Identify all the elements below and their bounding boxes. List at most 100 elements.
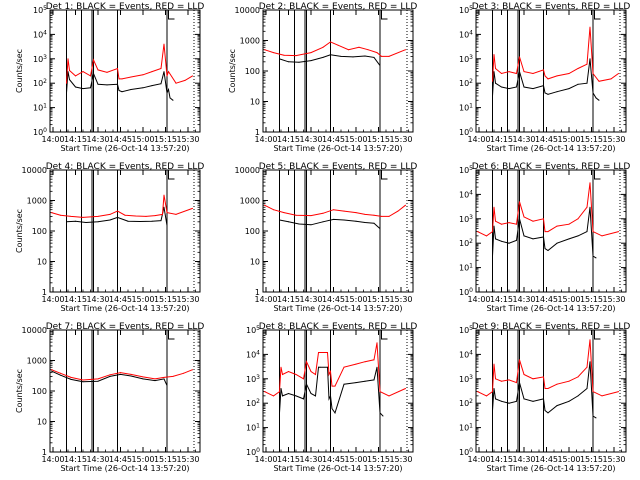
- x-tick-label: 15:30: [176, 455, 199, 464]
- x-tick-label: 14:00: [254, 135, 277, 144]
- x-tick-label: 15:15: [154, 455, 177, 464]
- data-point-lld: [120, 372, 121, 374]
- data-point-events: [295, 395, 297, 397]
- bracket-marker: [168, 330, 175, 340]
- data-point-events: [97, 380, 99, 382]
- data-point-lld: [82, 71, 84, 73]
- data-point-lld: [601, 395, 603, 397]
- data-point-events: [343, 383, 345, 385]
- data-point-lld: [388, 55, 390, 57]
- data-point-lld: [343, 210, 345, 212]
- y-tick-label: 100: [32, 227, 47, 236]
- data-point-events: [333, 218, 334, 220]
- data-point-lld: [124, 214, 126, 216]
- data-point-lld: [586, 366, 588, 368]
- chart-title: Det 8: BLACK = Events, RED = LLD: [259, 322, 418, 332]
- data-point-lld: [192, 75, 193, 77]
- series-line-lld: [477, 339, 619, 397]
- data-point-lld: [327, 352, 328, 353]
- x-tick-label: 14:00: [467, 135, 490, 144]
- data-point-events: [376, 366, 378, 368]
- x-axis-label: Start Time (26-Oct-14 13:57:20): [60, 304, 189, 313]
- x-tick-label: 15:30: [602, 455, 625, 464]
- data-point-lld: [379, 391, 381, 393]
- data-point-events: [288, 221, 289, 223]
- data-point-events: [160, 220, 162, 222]
- series-line-lld: [51, 195, 193, 218]
- data-point-lld: [519, 359, 520, 361]
- series-line-events: [51, 370, 168, 386]
- data-point-lld: [82, 379, 84, 381]
- data-point-events: [519, 71, 520, 73]
- plot-data: [51, 330, 195, 452]
- data-point-lld: [348, 49, 349, 51]
- data-point-events: [330, 54, 331, 56]
- data-point-lld: [273, 209, 274, 211]
- x-tick-label: 14:45: [109, 135, 132, 144]
- data-point-events: [318, 366, 319, 368]
- plot-frame: [49, 329, 201, 453]
- data-point-events: [355, 220, 357, 222]
- data-point-events: [589, 58, 591, 60]
- y-tick-label: 105: [459, 165, 473, 175]
- x-axis-label: Start Time (26-Oct-14 13:57:20): [273, 144, 402, 153]
- data-point-lld: [310, 371, 312, 372]
- x-tick-label: 14:45: [535, 455, 558, 464]
- data-point-events: [577, 395, 579, 397]
- data-point-events: [130, 375, 132, 377]
- x-tick-label: 15:00: [557, 295, 580, 304]
- data-point-events: [577, 235, 579, 237]
- data-point-lld: [618, 231, 619, 233]
- series-line-events: [492, 58, 600, 101]
- data-point-events: [166, 225, 168, 227]
- data-point-events: [586, 388, 588, 389]
- data-point-events: [516, 239, 517, 241]
- data-point-events: [340, 55, 342, 57]
- data-point-events: [508, 88, 510, 90]
- data-point-events: [151, 220, 153, 222]
- data-point-lld: [310, 52, 312, 54]
- data-point-events: [543, 85, 544, 87]
- data-point-events: [142, 378, 144, 380]
- data-point-lld: [192, 369, 193, 371]
- data-point-lld: [544, 388, 546, 389]
- data-point-events: [595, 417, 597, 419]
- data-point-events: [82, 381, 84, 383]
- data-point-lld: [70, 376, 72, 378]
- data-point-lld: [586, 63, 588, 65]
- y-tick-label: 1: [42, 288, 47, 297]
- data-point-lld: [477, 391, 478, 393]
- y-tick-label: 1: [255, 128, 260, 137]
- data-point-events: [298, 61, 300, 63]
- data-point-events: [310, 393, 312, 394]
- data-point-lld: [51, 212, 52, 214]
- data-point-lld: [166, 75, 168, 77]
- data-point-lld: [493, 363, 495, 365]
- data-point-events: [492, 410, 493, 411]
- x-tick-label: 15:30: [389, 295, 412, 304]
- data-point-lld: [109, 374, 111, 376]
- data-point-events: [60, 374, 61, 376]
- chart-title: Det 2: BLACK = Events, RED = LLD: [259, 2, 418, 12]
- y-tick-label: 100: [33, 127, 47, 137]
- data-point-lld: [495, 378, 496, 380]
- y-tick-label: 105: [33, 5, 47, 15]
- data-point-lld: [381, 55, 382, 57]
- data-point-lld: [168, 71, 169, 73]
- x-tick-label: 15:00: [344, 455, 367, 464]
- data-point-events: [501, 400, 502, 402]
- series-line-lld: [51, 369, 193, 381]
- y-tick-label: 10000: [22, 326, 47, 335]
- data-point-lld: [306, 361, 307, 363]
- y-tick-label: 105: [459, 5, 473, 15]
- y-tick-label: 100: [246, 447, 260, 457]
- y-axis-label: Counts/sec: [15, 209, 24, 253]
- data-point-events: [595, 97, 597, 99]
- data-point-events: [589, 206, 591, 208]
- x-tick-label: 14:15: [277, 135, 300, 144]
- data-point-lld: [192, 207, 193, 209]
- data-point-events: [523, 398, 525, 400]
- data-point-lld: [69, 70, 70, 71]
